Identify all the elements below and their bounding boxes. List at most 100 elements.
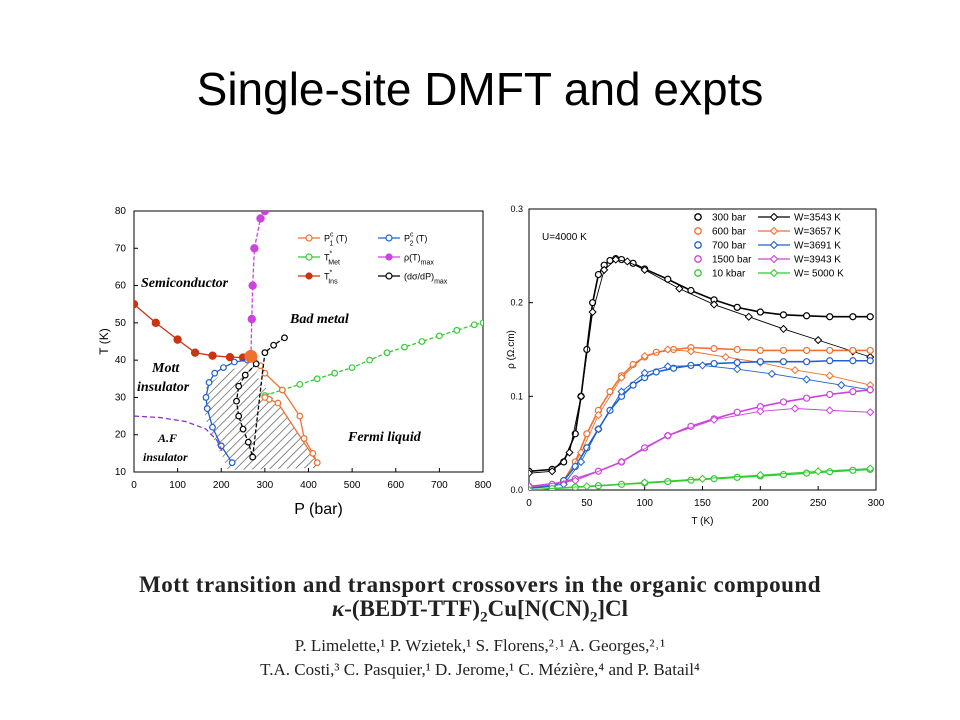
rho-point-w-3657-k: [790, 365, 800, 375]
formula-part1: -(BEDT-TTF): [344, 596, 481, 621]
rho-point-600-bar: [866, 346, 874, 355]
phase-x-tick-label: 100: [169, 480, 186, 491]
rho-point-w-3943-k: [709, 415, 719, 424]
phase-x-tick-label: 700: [431, 480, 448, 491]
rho-point-700-bar: [802, 358, 811, 366]
phase-point-d-dp-max: [261, 349, 269, 357]
region-label-af: A.F: [157, 431, 177, 445]
phase-point-d-dp-max: [270, 341, 278, 349]
rho-point-w-3691-k: [617, 387, 626, 396]
rho-point-10-kbar: [687, 476, 695, 484]
phase-y-tick-label: 20: [115, 430, 127, 441]
rho-point-w-3543-k: [640, 265, 649, 274]
rho-point-w-3691-k: [698, 361, 707, 370]
phase-point-d-dp-max: [235, 382, 243, 390]
rho-legend-theory-marker: [769, 226, 779, 236]
rho-point-1500-bar: [849, 388, 857, 396]
phase-point-t-ins: [190, 348, 200, 357]
rho-point-10-kbar: [779, 470, 788, 479]
rho-point-700-bar: [710, 359, 718, 368]
paper-title-line2: κ-(BEDT-TTF)2Cu[N(CN)2]Cl: [0, 596, 960, 627]
phase-y-tick-label: 50: [115, 318, 127, 329]
rho-point-1500-bar: [733, 408, 741, 416]
region-label-mott: Mott: [151, 361, 180, 376]
phase-point-t-max: [250, 244, 259, 253]
phase-y-tick-label: 10: [115, 467, 127, 478]
phase-point-t-max: [256, 214, 265, 223]
phase-point-t-ins: [151, 318, 161, 328]
rho-line-w-3543-k: [529, 259, 871, 474]
rho-point-10-kbar: [826, 468, 834, 476]
rho-point-w-3543-k: [548, 467, 557, 476]
rho-point-700-bar: [629, 381, 637, 389]
rho-point-w-3543-k: [709, 300, 719, 309]
phase-point-d-dp-max: [252, 360, 260, 368]
phase-point-t-met: [366, 356, 373, 364]
phase-legend-label: T* Met: [324, 251, 340, 267]
rho-point-w-5000-k: [866, 464, 875, 473]
phase-point-pc1-t: [261, 394, 269, 401]
rho-point-w-3543-k: [611, 255, 620, 264]
phase-point-t-met: [313, 375, 321, 383]
rho-point-300-bar: [733, 303, 741, 311]
rho-point-300-bar: [802, 312, 811, 320]
rho-point-600-bar: [826, 346, 834, 355]
rho-legend-theory-label: W=3691 K: [794, 241, 841, 252]
rho-legend-theory-label: W= 5000 K: [794, 269, 844, 280]
rho-point-w-3543-k: [576, 392, 586, 401]
rho-point-600-bar: [802, 346, 811, 355]
rho-point-w-3657-k: [617, 373, 626, 382]
phase-point-t-met: [383, 349, 391, 357]
rho-point-700-bar: [756, 358, 764, 366]
formula-sub1: 2: [480, 609, 488, 626]
rho-point-w-5000-k: [529, 485, 534, 490]
rho-point-600-bar: [779, 346, 788, 355]
phase-point-d-dp-max: [235, 412, 243, 420]
rho-point-10-kbar: [802, 469, 811, 477]
rho-legend-exp-marker: [694, 255, 702, 263]
phase-line-af-boundary: [134, 415, 225, 454]
rho-point-w-3691-k: [767, 369, 777, 378]
rho-legend-exp-label: 600 bar: [712, 227, 747, 238]
rho-point-300-bar: [560, 458, 568, 466]
rho-point-10-kbar: [710, 475, 718, 483]
kappa-symbol: κ: [332, 596, 345, 621]
phase-x-tick-label: 500: [344, 480, 361, 491]
phase-legend-label: Pc 1 (T): [324, 232, 347, 248]
phase-point-pc2-t: [228, 459, 236, 467]
phase-point-t-met: [453, 326, 461, 334]
rho-point-w-3943-k: [825, 406, 834, 415]
phase-point-d-dp-max: [233, 397, 240, 405]
rho-point-w-3657-k: [640, 351, 649, 361]
rho-point-w-3691-k: [640, 368, 649, 378]
phase-point-pc1-t: [300, 435, 308, 442]
rho-point-w-3543-k: [623, 257, 632, 266]
phase-point-pc2-t: [220, 364, 227, 372]
phase-legend-marker: [305, 272, 313, 280]
author-list-line1: P. Limelette,¹ P. Wzietek,¹ S. Florens,²…: [294, 636, 666, 655]
phase-point-pc1-t: [313, 459, 321, 467]
rho-legend-exp-label: 1500 bar: [712, 255, 752, 266]
resistivity-annotation: U=4000 K: [542, 232, 587, 243]
phase-point-d-dp-max: [244, 438, 252, 446]
rho-point-1500-bar: [802, 394, 811, 402]
phase-point-pc2-t: [202, 394, 210, 401]
slide-title: Single-site DMFT and expts: [196, 63, 764, 115]
rho-point-600-bar: [756, 346, 764, 355]
phase-point-t-ins: [134, 300, 139, 309]
rho-point-600-bar: [710, 344, 718, 353]
phase-point-t-met: [296, 380, 304, 388]
rho-point-700-bar: [849, 357, 857, 365]
rho-point-w-3657-k: [825, 371, 834, 380]
phase-point-t-met: [479, 319, 483, 327]
rho-point-w-5000-k: [756, 470, 765, 480]
phase-point-t-met: [401, 343, 408, 351]
phase-point-d-dp-max: [281, 334, 288, 342]
rho-point-w-5000-k: [582, 482, 591, 490]
rho-legend-exp-label: 10 kbar: [712, 269, 746, 280]
rho-y-tick-label: 0.1: [510, 391, 523, 401]
phase-x-tick-label: 300: [257, 480, 274, 491]
rho-point-w-3543-k: [814, 336, 823, 345]
rho-point-700-bar: [669, 364, 678, 372]
